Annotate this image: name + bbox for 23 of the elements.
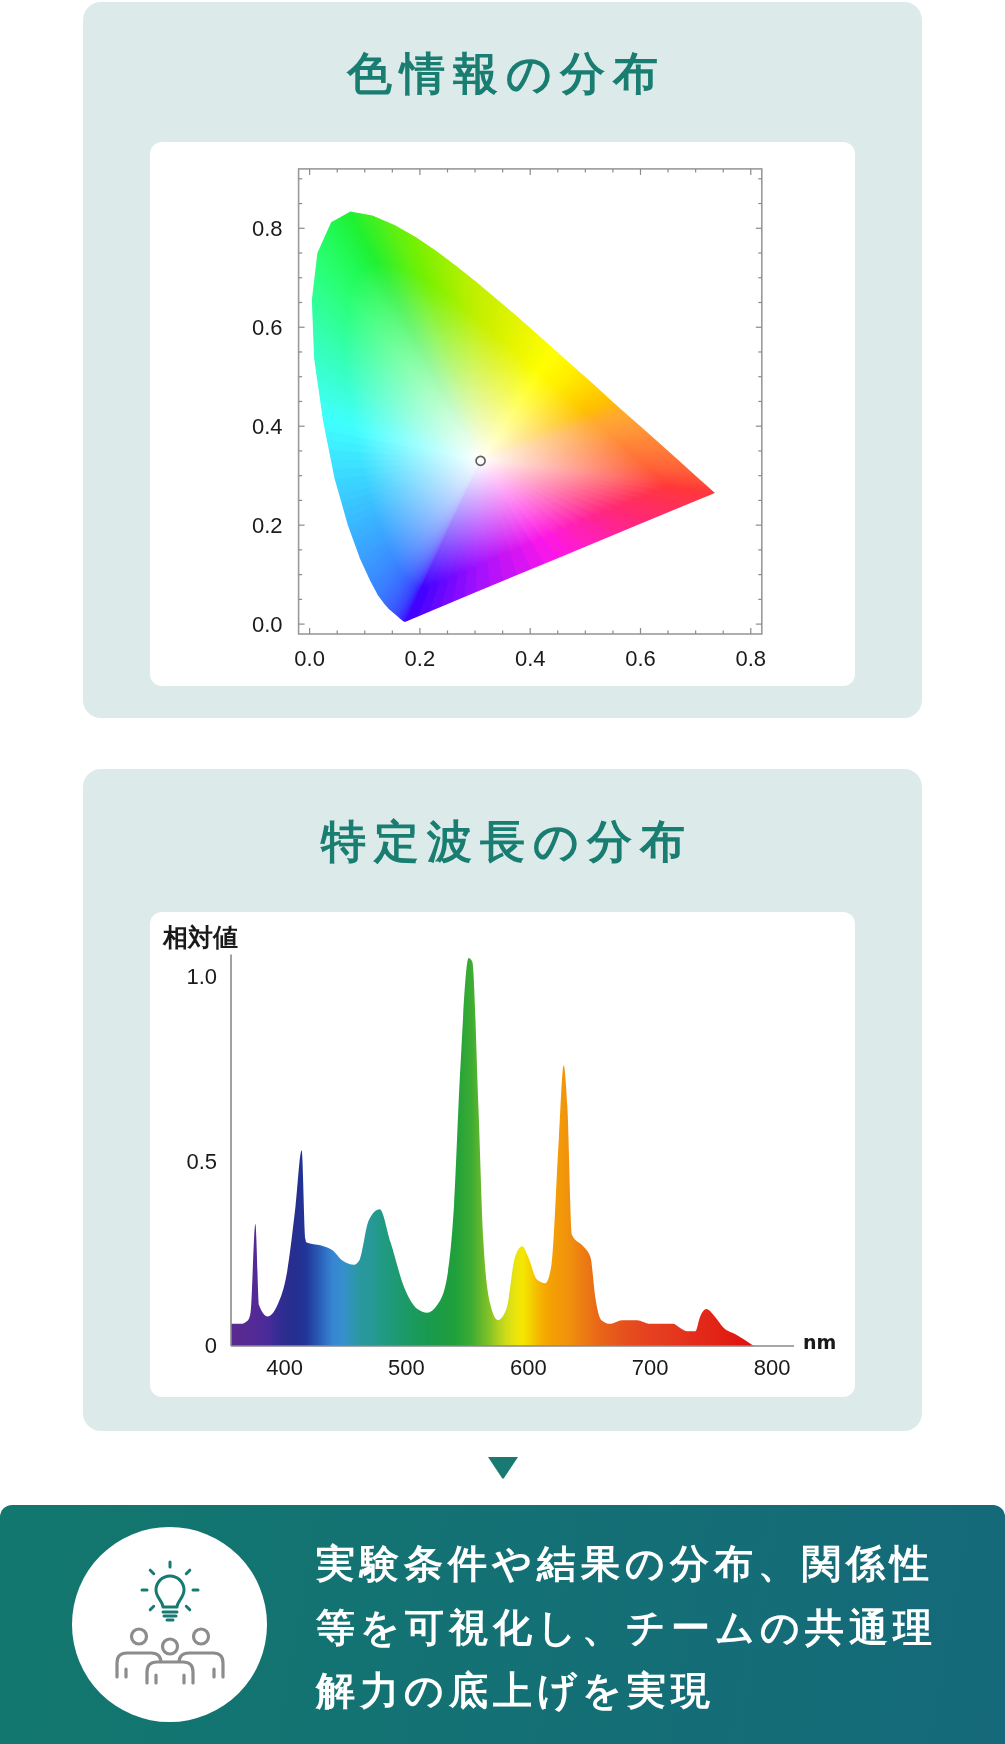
y-tick-label: 0.8 bbox=[252, 215, 283, 241]
x-tick-label: 0.4 bbox=[514, 646, 546, 672]
y-axis-title: 相対値 bbox=[162, 922, 238, 952]
x-tick-label: 500 bbox=[388, 1355, 425, 1381]
y-tick-label: 0.2 bbox=[252, 512, 283, 538]
y-tick-label: 0.0 bbox=[252, 611, 283, 637]
chart-title: 色情報の分布 bbox=[345, 46, 667, 102]
y-tick-label: 0.4 bbox=[252, 413, 283, 439]
x-tick-label: 0.6 bbox=[625, 646, 656, 672]
text: 実験条件や結果の分布、関係性等を可視化し、チームの共通理解力の底上げを実現 bbox=[316, 1540, 938, 1715]
y-tick-label: 0 bbox=[204, 1333, 217, 1359]
x-axis-title: nm bbox=[803, 1331, 837, 1353]
x-tick-label: 0.0 bbox=[294, 646, 325, 672]
x-tick-label: 700 bbox=[631, 1355, 669, 1381]
x-tick-label: 800 bbox=[753, 1355, 791, 1381]
x-tick-label: 0.2 bbox=[404, 646, 436, 672]
x-tick-label: 600 bbox=[509, 1355, 547, 1381]
chart-title: 特定波長の分布 bbox=[319, 814, 694, 870]
y-tick-label: 0.5 bbox=[186, 1148, 217, 1174]
y-tick-label: 1.0 bbox=[186, 964, 217, 990]
x-tick-label: 0.8 bbox=[735, 646, 767, 672]
x-tick-label: 400 bbox=[266, 1355, 303, 1381]
y-tick-label: 0.6 bbox=[252, 314, 283, 340]
